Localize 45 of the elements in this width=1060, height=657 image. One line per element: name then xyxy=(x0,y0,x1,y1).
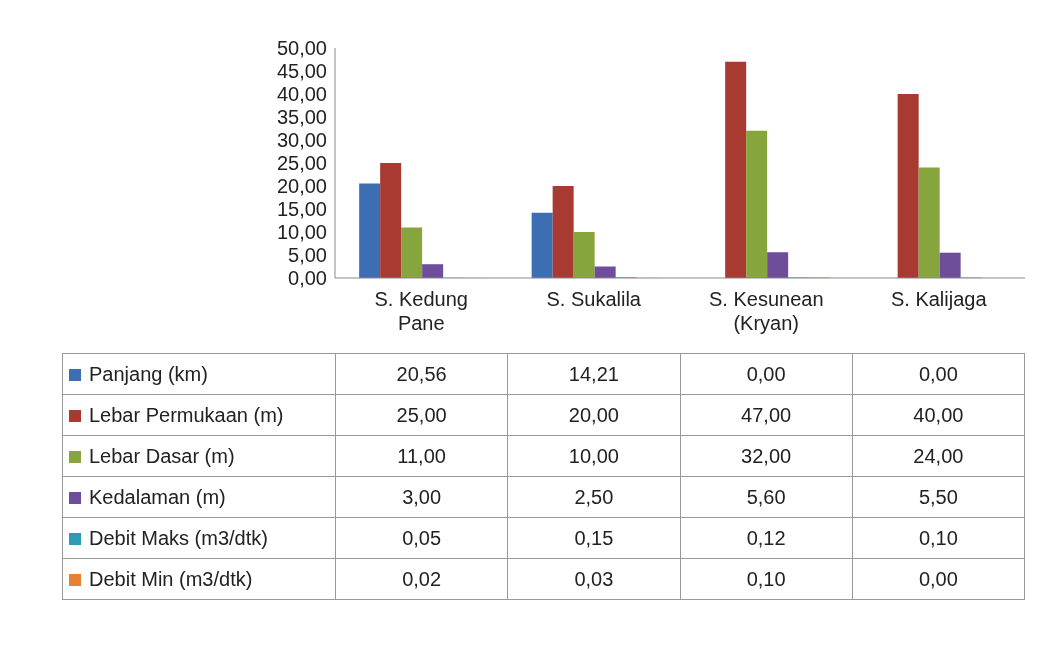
data-label: 25,00 xyxy=(335,394,508,436)
data-label: 47,00 xyxy=(680,394,853,436)
legend-label: Kedalaman (m) xyxy=(89,485,226,508)
data-label: 20,00 xyxy=(507,394,680,436)
data-label: 24,00 xyxy=(852,435,1025,477)
data-label: 32,00 xyxy=(680,435,853,477)
y-tick-label: 30,00 xyxy=(276,129,327,152)
data-label: 0,10 xyxy=(852,517,1025,559)
x-tick-label: S. Kedung Pane xyxy=(374,288,468,334)
data-label: 11,00 xyxy=(335,435,508,477)
x-tick-label: S. Kesunean (Kryan) xyxy=(708,288,824,334)
data-label: 0,00 xyxy=(852,558,1025,600)
data-label: 3,00 xyxy=(335,476,508,518)
data-label: 0,00 xyxy=(680,353,853,395)
data-label: 40,00 xyxy=(852,394,1025,436)
y-tick-label: 35,00 xyxy=(276,106,327,129)
data-label: 10,00 xyxy=(507,435,680,477)
data-label: 0,00 xyxy=(852,353,1025,395)
data-label: 0,02 xyxy=(335,558,508,600)
y-tick-label: 5,00 xyxy=(288,244,327,267)
legend-label: Lebar Permukaan (m) xyxy=(89,403,284,426)
y-tick-label: 15,00 xyxy=(276,198,327,221)
data-label: 0,05 xyxy=(335,517,508,559)
y-tick-label: 20,00 xyxy=(276,175,327,198)
legend-label: Debit Min (m3/dtk) xyxy=(89,567,253,590)
data-label: 5,50 xyxy=(852,476,1025,518)
data-label: 2,50 xyxy=(507,476,680,518)
y-tick-label: 40,00 xyxy=(276,83,327,106)
data-label: 0,15 xyxy=(507,517,680,559)
y-tick-label: 50,00 xyxy=(276,37,327,60)
y-tick-label: 45,00 xyxy=(276,60,327,83)
legend-label: Debit Maks (m3/dtk) xyxy=(89,526,268,549)
y-tick-label: 10,00 xyxy=(276,221,327,244)
data-label: 14,21 xyxy=(507,353,680,395)
data-label: 0,03 xyxy=(507,558,680,600)
data-label: 5,60 xyxy=(680,476,853,518)
data-label: 0,12 xyxy=(680,517,853,559)
legend-label: Lebar Dasar (m) xyxy=(89,444,235,467)
x-tick-label: S. Sukalila xyxy=(546,288,642,310)
x-tick-label: S. Kalijaga xyxy=(890,288,988,310)
data-label: 20,56 xyxy=(335,353,508,395)
legend-label: Panjang (km) xyxy=(89,362,208,385)
y-tick-label: 25,00 xyxy=(276,152,327,175)
data-label: 0,10 xyxy=(680,558,853,600)
y-tick-label: 0,00 xyxy=(288,267,327,290)
